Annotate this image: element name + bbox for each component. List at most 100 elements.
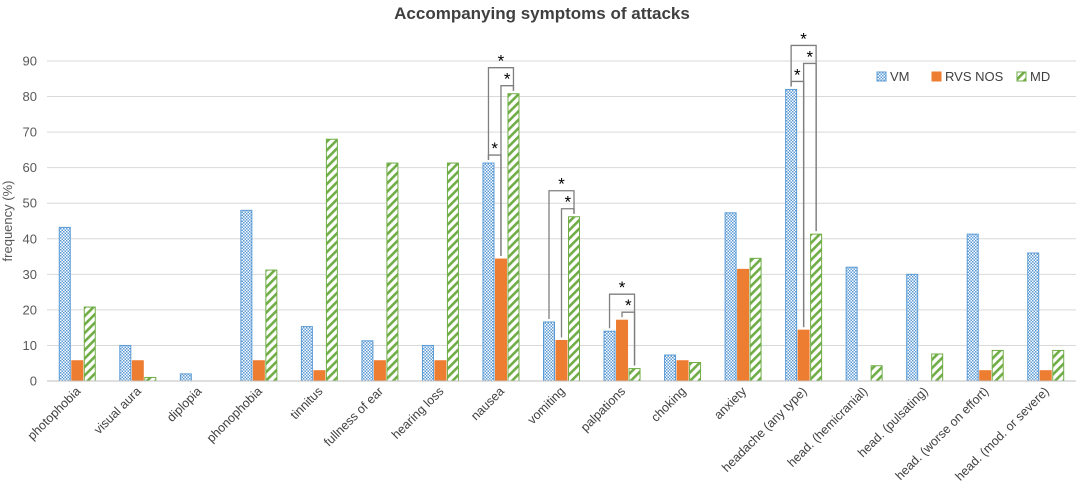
bar-md-choking <box>689 362 702 382</box>
y-tick-label-40: 40 <box>23 231 37 246</box>
significance-bracket-vomiting-4 <box>548 190 575 319</box>
x-tick-label-fullness-of-ear: fullness of ear <box>321 384 386 449</box>
y-tick-label-80: 80 <box>23 89 37 104</box>
legend-item-vm: VM <box>876 69 910 84</box>
x-tick-label-nausea: nausea <box>468 384 507 423</box>
bar-md-head-mod-or-severe <box>1052 349 1065 382</box>
bar-vm-choking <box>664 354 677 382</box>
bar-vm-vomiting <box>543 321 555 382</box>
x-tick-label-vomiting: vomiting <box>525 384 568 427</box>
bar-md-fullness-of-ear <box>386 162 399 382</box>
legend-swatch-md <box>1016 71 1027 82</box>
x-tick-label-photophobia: photophobia <box>25 384 84 443</box>
y-tick-label-20: 20 <box>23 302 37 317</box>
bar-vm-nausea <box>482 162 495 382</box>
bar-md-headache-any-type <box>810 233 823 382</box>
x-tick-label-choking: choking <box>648 384 688 424</box>
significance-marker-headache-any-type-8: * <box>807 47 814 66</box>
bar-vm-headache-any-type <box>785 88 798 382</box>
significance-marker-headache-any-type-7: * <box>794 65 801 84</box>
legend-label-rvs-nos: RVS NOS <box>945 69 1004 84</box>
x-tick-label-diplopia: diplopia <box>164 384 204 424</box>
legend-item-md: MD <box>1016 69 1050 84</box>
bar-md-visual-aura <box>144 376 157 382</box>
bar-vm-photophobia <box>58 226 71 382</box>
bar-md-phonophobia <box>265 269 278 382</box>
bar-rvs-nos-visual-aura <box>131 360 144 382</box>
bar-vm-visual-aura <box>119 344 132 382</box>
significance-marker-vomiting-4: * <box>558 175 565 194</box>
y-tick-label-50: 50 <box>23 196 37 211</box>
significance-marker-nausea-1: * <box>504 70 511 89</box>
bar-md-anxiety <box>749 257 762 382</box>
bar-vm-head-pulsating <box>906 273 919 382</box>
significance-bracket-palpations-6 <box>608 293 636 366</box>
x-tick-label-phonophobia: phonophobia <box>204 384 265 445</box>
legend-label-vm: VM <box>890 69 910 84</box>
y-tick-label-60: 60 <box>23 160 37 175</box>
legend: VM RVS NOS MD <box>876 69 1050 84</box>
bar-md-vomiting <box>568 216 580 382</box>
bar-vm-diplopia <box>179 373 192 382</box>
bar-rvs-nos-choking <box>676 360 689 382</box>
bar-vm-anxiety <box>724 212 737 382</box>
legend-swatch-vm <box>876 71 887 82</box>
gridlines <box>47 60 1076 346</box>
bar-rvs-nos-anxiety <box>737 268 750 382</box>
bar-rvs-nos-head-worse-on-effort <box>979 370 992 382</box>
bar-md-head-pulsating <box>931 353 944 382</box>
chart-title: Accompanying symptoms of attacks <box>394 4 690 23</box>
bar-md-photophobia <box>83 306 96 382</box>
bar-rvs-nos-vomiting <box>555 339 568 382</box>
significance-brackets: ********** <box>487 29 817 366</box>
bar-md-tinnitus <box>325 138 338 382</box>
legend-swatch-rvs-nos <box>931 71 942 82</box>
bar-md-nausea <box>507 93 520 382</box>
significance-marker-nausea-0: * <box>491 139 498 158</box>
bar-vm-phonophobia <box>240 209 253 382</box>
bar-rvs-nos-palpations <box>616 319 629 382</box>
bar-rvs-nos-fullness-of-ear <box>373 360 386 382</box>
bar-rvs-nos-photophobia <box>71 360 84 382</box>
y-tick-label-30: 30 <box>23 267 37 282</box>
bar-rvs-nos-tinnitus <box>313 370 326 382</box>
bar-rvs-nos-hearing-loss <box>434 360 447 382</box>
bar-rvs-nos-head-mod-or-severe <box>1039 370 1052 382</box>
legend-item-rvs-nos: RVS NOS <box>931 69 1004 84</box>
significance-marker-palpations-5: * <box>625 296 632 315</box>
significance-bracket-headache-any-type-9 <box>790 44 817 232</box>
bar-vm-head-hemicranial <box>845 266 858 382</box>
bar-vm-head-mod-or-severe <box>1027 252 1040 382</box>
bar-rvs-nos-headache-any-type <box>797 329 810 382</box>
significance-marker-vomiting-3: * <box>564 193 571 212</box>
bar-md-hearing-loss <box>446 162 459 382</box>
bar-md-head-hemicranial <box>870 365 883 382</box>
x-tick-label-hearing-loss: hearing loss <box>389 384 447 442</box>
bar-rvs-nos-nausea <box>494 258 507 382</box>
x-tick-label-anxiety: anxiety <box>711 384 749 422</box>
significance-marker-headache-any-type-9: * <box>800 29 807 48</box>
bars <box>58 88 1065 382</box>
bar-md-head-worse-on-effort <box>991 349 1004 382</box>
y-tick-label-10: 10 <box>23 338 37 353</box>
significance-marker-nausea-2: * <box>498 52 505 71</box>
bar-md-palpations <box>628 368 641 382</box>
y-tick-label-90: 90 <box>23 54 37 69</box>
x-tick-label-palpations: palpations <box>578 384 628 434</box>
legend-label-md: MD <box>1030 69 1050 84</box>
y-tick-label-70: 70 <box>23 125 37 140</box>
y-tick-label-0: 0 <box>30 374 37 389</box>
bar-vm-palpations <box>603 330 616 382</box>
significance-bracket-nausea-2 <box>487 67 515 161</box>
bar-vm-fullness-of-ear <box>361 340 374 382</box>
y-axis-label: frequency (%) <box>0 181 15 262</box>
bar-vm-hearing-loss <box>421 344 434 382</box>
bar-rvs-nos-phonophobia <box>252 360 265 382</box>
significance-marker-palpations-6: * <box>619 278 626 297</box>
bar-vm-head-worse-on-effort <box>966 233 979 382</box>
x-tick-label-visual-aura: visual aura <box>91 384 144 437</box>
bar-vm-tinnitus <box>300 326 313 382</box>
x-tick-label-tinnitus: tinnitus <box>288 384 326 422</box>
